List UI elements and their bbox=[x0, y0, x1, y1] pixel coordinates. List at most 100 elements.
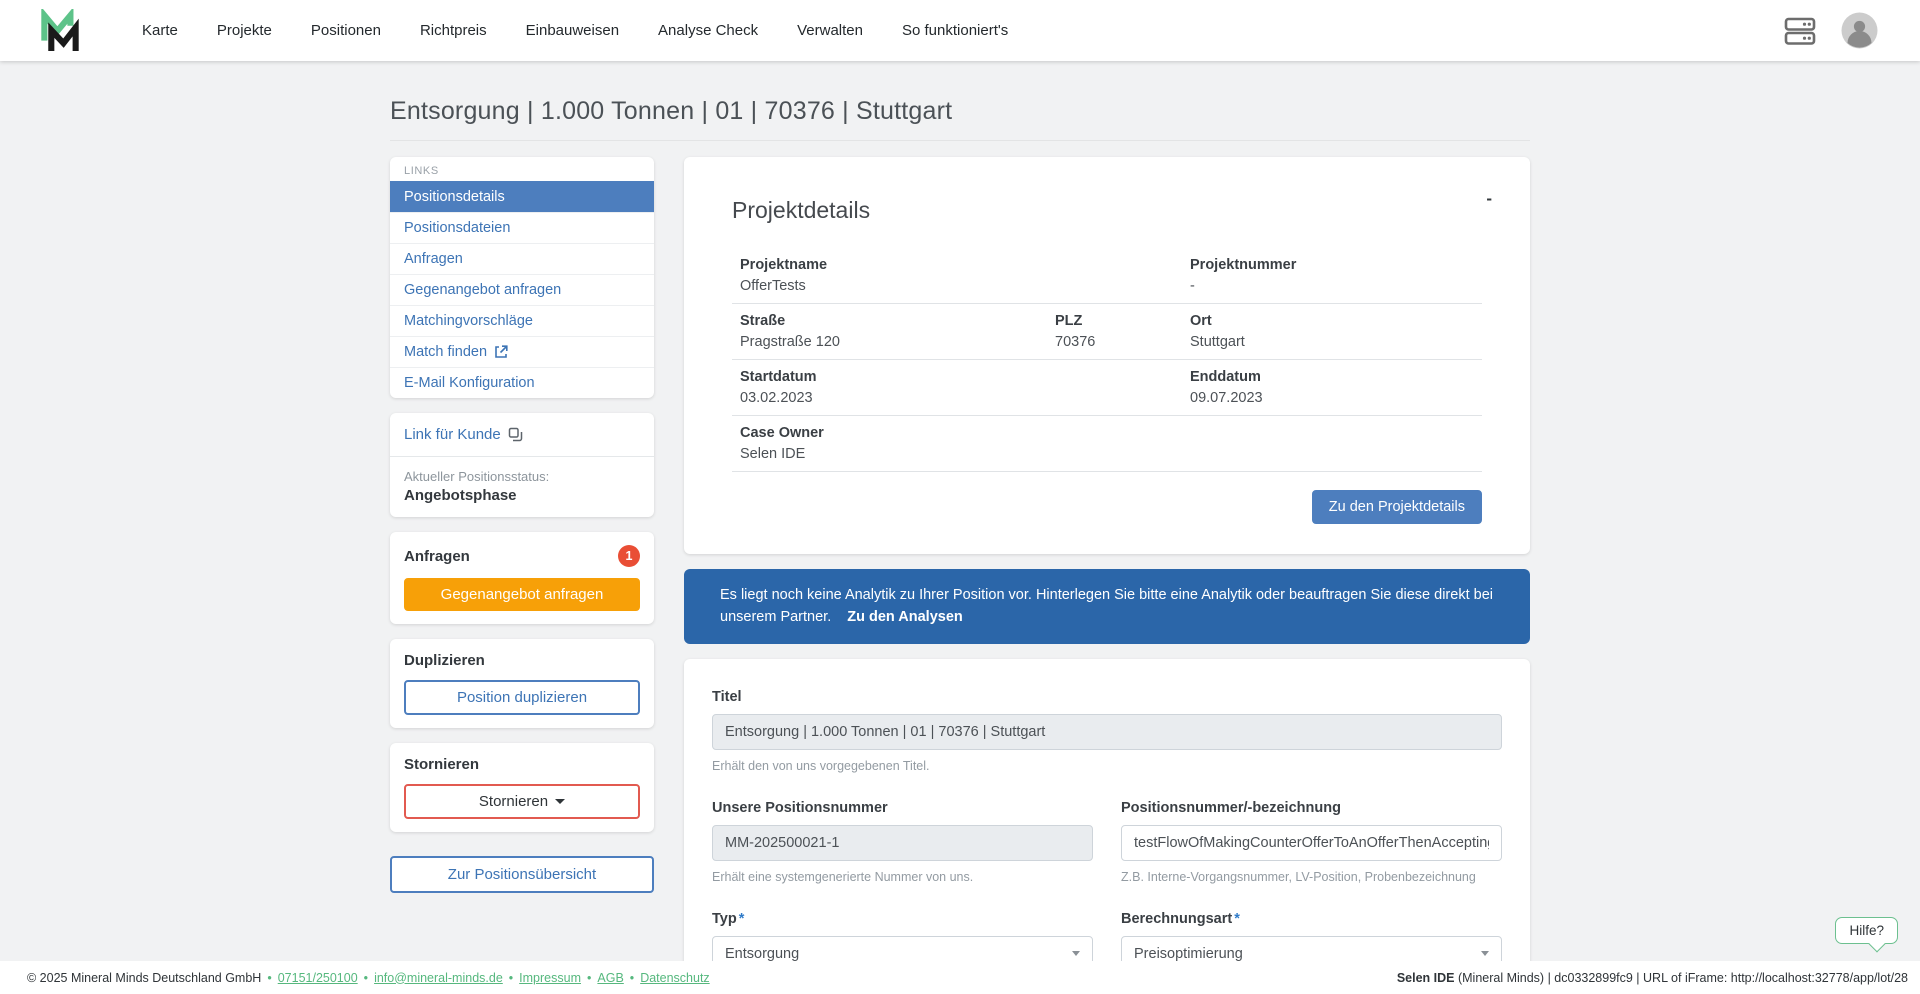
required-marker: * bbox=[1234, 910, 1240, 927]
copyright-text: © 2025 Mineral Minds Deutschland GmbH bbox=[27, 970, 262, 985]
our-number-input bbox=[712, 824, 1093, 861]
links-header: LINKS bbox=[404, 165, 439, 177]
navbar-right bbox=[1783, 12, 1878, 49]
position-overview-button[interactable]: Zur Positionsübersicht bbox=[390, 856, 654, 893]
startdatum-label: Startdatum bbox=[740, 369, 817, 385]
sidebar: LINKS Positionsdetails Positionsdateien … bbox=[390, 157, 654, 893]
projektnummer-value: - bbox=[1190, 278, 1195, 294]
projektnummer-label: Projektnummer bbox=[1190, 257, 1297, 273]
our-number-help: Erhält eine systemgenerierte Nummer von … bbox=[712, 869, 974, 884]
nav-item-einbauweisen[interactable]: Einbauweisen bbox=[525, 22, 620, 39]
table-row: Startdatum 03.02.2023 Enddatum 09.07.202… bbox=[732, 359, 1482, 415]
separator: • bbox=[267, 970, 272, 985]
sidebar-item-matchingvorschlaege[interactable]: Matchingvorschläge bbox=[390, 305, 654, 336]
email-link[interactable]: info@mineral-minds.de bbox=[374, 970, 503, 985]
phone-link[interactable]: 07151/250100 bbox=[277, 970, 358, 985]
separator: • bbox=[587, 970, 592, 985]
page-title-wrap: Entsorgung | 1.000 Tonnen | 01 | 70376 |… bbox=[390, 61, 1530, 141]
requests-count-badge: 1 bbox=[618, 545, 640, 567]
nav-item-verwalten[interactable]: Verwalten bbox=[797, 22, 863, 39]
position-number-help: Z.B. Interne-Vorgangsnummer, LV-Position… bbox=[1121, 869, 1476, 884]
enddatum-label: Enddatum bbox=[1190, 369, 1261, 385]
position-form-card: Titel Erhält den von uns vorgegebenen Ti… bbox=[684, 658, 1530, 994]
caret-down-icon bbox=[555, 799, 566, 804]
plz-label: PLZ bbox=[1055, 313, 1083, 329]
analytics-alert: Es liegt noch keine Analytik zu Ihrer Po… bbox=[684, 569, 1530, 644]
sidebar-item-match-finden[interactable]: Match finden bbox=[390, 336, 654, 367]
external-link-icon bbox=[495, 345, 508, 358]
mineral-minds-logo[interactable] bbox=[40, 8, 80, 53]
collapse-minus-icon[interactable]: - bbox=[1486, 189, 1492, 208]
footer: © 2025 Mineral Minds Deutschland GmbH • … bbox=[0, 961, 1920, 994]
datenschutz-link[interactable]: Datenschutz bbox=[640, 970, 710, 985]
typ-label-text: Typ bbox=[712, 910, 737, 927]
duplicate-title: Duplizieren bbox=[404, 652, 485, 669]
page-container: Entsorgung | 1.000 Tonnen | 01 | 70376 |… bbox=[390, 61, 1530, 994]
titel-label: Titel bbox=[712, 688, 742, 705]
enddatum-value: 09.07.2023 bbox=[1190, 390, 1263, 406]
typ-label: Typ * bbox=[712, 911, 1093, 927]
position-status-label: Aktueller Positionsstatus: bbox=[404, 469, 550, 484]
strasse-value: Pragstraße 120 bbox=[740, 334, 840, 350]
plz-value: 70376 bbox=[1055, 334, 1096, 350]
nav-item-karte[interactable]: Karte bbox=[142, 22, 178, 39]
nav-item-positionen[interactable]: Positionen bbox=[310, 22, 381, 39]
nav-item-projekte[interactable]: Projekte bbox=[216, 22, 272, 39]
nav-item-analyse-check[interactable]: Analyse Check bbox=[658, 22, 759, 39]
project-details-card: Projektdetails - Projektname OfferTests … bbox=[684, 157, 1530, 554]
sidebar-item-positionsdetails[interactable]: Positionsdetails bbox=[390, 181, 654, 212]
sidebar-item-gegenangebot-anfragen[interactable]: Gegenangebot anfragen bbox=[390, 274, 654, 305]
duplicate-position-button[interactable]: Position duplizieren bbox=[404, 680, 640, 715]
footer-session-info: Selen IDE (Mineral Minds) | dc0332899fc9… bbox=[1397, 971, 1908, 985]
projektname-label: Projektname bbox=[740, 257, 828, 273]
sidebar-item-email-konfiguration[interactable]: E-Mail Konfiguration bbox=[390, 367, 654, 398]
projektname-value: OfferTests bbox=[740, 278, 806, 294]
duplicate-card: Duplizieren Position duplizieren bbox=[390, 639, 654, 728]
copy-icon bbox=[508, 427, 522, 442]
table-row: Projektname OfferTests Projektnummer - bbox=[732, 248, 1482, 303]
sidebar-item-anfragen[interactable]: Anfragen bbox=[390, 243, 654, 274]
requests-title: Anfragen bbox=[404, 547, 470, 565]
cancel-title: Stornieren bbox=[404, 756, 480, 773]
sidebar-item-positionsdateien[interactable]: Positionsdateien bbox=[390, 212, 654, 243]
to-analyses-link[interactable]: Zu den Analysen bbox=[847, 609, 963, 626]
table-row: Case Owner Selen IDE bbox=[732, 415, 1482, 471]
sidebar-item-label: Match finden bbox=[404, 344, 488, 360]
divider bbox=[390, 456, 654, 457]
server-icon[interactable] bbox=[1783, 16, 1817, 46]
ort-value: Stuttgart bbox=[1190, 334, 1245, 350]
impressum-link[interactable]: Impressum bbox=[519, 970, 581, 985]
agb-link[interactable]: AGB bbox=[597, 970, 624, 985]
requests-card: Anfragen 1 Gegenangebot anfragen bbox=[390, 532, 654, 624]
position-number-field-group: Positionsnummer/-bezeichnung Z.B. Intern… bbox=[1121, 800, 1502, 884]
separator: • bbox=[508, 970, 514, 985]
to-project-details-button[interactable]: Zu den Projektdetails bbox=[1311, 490, 1482, 524]
nav-item-richtpreis[interactable]: Richtpreis bbox=[419, 22, 487, 39]
project-details-table: Projektname OfferTests Projektnummer - S… bbox=[732, 248, 1482, 472]
help-button[interactable]: Hilfe? bbox=[1835, 917, 1898, 944]
strasse-label: Straße bbox=[740, 313, 786, 329]
counter-offer-button[interactable]: Gegenangebot anfragen bbox=[404, 578, 640, 611]
separator: • bbox=[363, 970, 369, 985]
customer-link[interactable]: Link für Kunde bbox=[404, 426, 523, 443]
berechnungsart-label: Berechnungsart * bbox=[1121, 911, 1502, 927]
position-number-input[interactable] bbox=[1121, 824, 1502, 861]
caret-down-icon bbox=[1481, 951, 1489, 957]
main-content: Projektdetails - Projektname OfferTests … bbox=[684, 157, 1530, 994]
position-number-label: Positionsnummer/-bezeichnung bbox=[1121, 799, 1341, 816]
caret-down-icon bbox=[1072, 951, 1080, 957]
main-navigation: Karte Projekte Positionen Richtpreis Ein… bbox=[142, 22, 1008, 39]
cancel-dropdown-button[interactable]: Stornieren bbox=[404, 784, 640, 819]
footer-session-details: (Mineral Minds) | dc0332899fc9 | URL of … bbox=[1454, 970, 1908, 985]
alert-text: Es liegt noch keine Analytik zu Ihrer Po… bbox=[720, 587, 1493, 626]
titel-input bbox=[712, 713, 1502, 750]
user-avatar-icon[interactable] bbox=[1841, 12, 1878, 49]
footer-user: Selen IDE bbox=[1396, 970, 1455, 985]
position-status-value: Angebotsphase bbox=[404, 487, 517, 504]
case-owner-value: Selen IDE bbox=[740, 446, 806, 462]
berechnungsart-label-text: Berechnungsart bbox=[1121, 910, 1233, 927]
nav-item-so-funktionierts[interactable]: So funktioniert's bbox=[901, 22, 1009, 39]
ort-label: Ort bbox=[1190, 313, 1212, 329]
table-row: Straße Pragstraße 120 PLZ 70376 Ort Stut… bbox=[732, 303, 1482, 359]
required-marker: * bbox=[738, 910, 745, 927]
